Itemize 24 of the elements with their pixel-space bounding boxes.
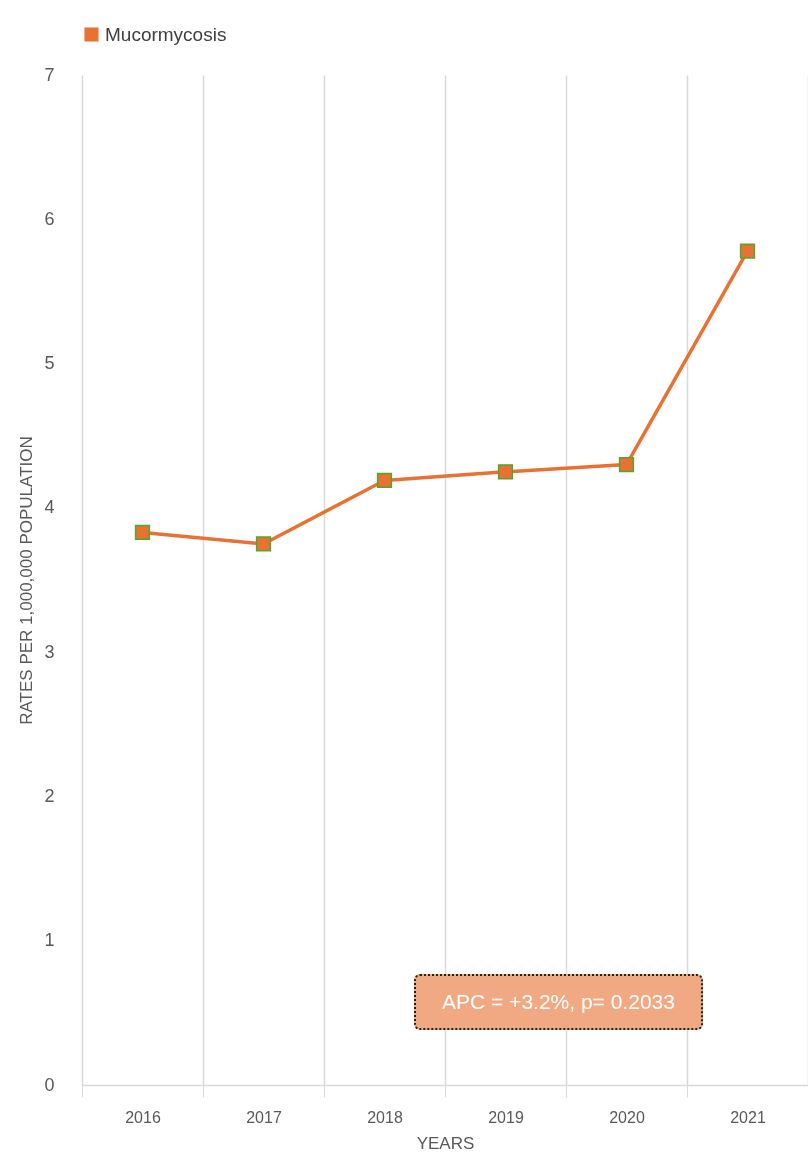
x-tick-label: 2017 — [246, 1108, 282, 1126]
x-tick-label: 2016 — [125, 1108, 161, 1126]
x-tick-label: 2019 — [488, 1108, 524, 1126]
y-tick-label: 3 — [44, 641, 55, 662]
note-box: APC = +3.2%, p= 0.2033 — [414, 974, 703, 1030]
y-tick-label: 1 — [44, 930, 55, 951]
point — [376, 472, 393, 489]
legend-label: Mucormycosis — [105, 23, 227, 45]
y-tick-label: 5 — [44, 353, 55, 374]
point — [134, 524, 151, 541]
y-tick-label: 4 — [44, 497, 55, 518]
point — [497, 464, 514, 480]
y-axis-title: RATES PER 1,000,000 POPULATION — [17, 436, 37, 725]
x-tick-label: 2021 — [730, 1108, 766, 1126]
x-tick-label: 2018 — [367, 1108, 403, 1126]
y-tick-label: 6 — [44, 208, 55, 229]
point — [618, 456, 635, 473]
point — [255, 536, 272, 552]
x-axis-title: YEARS — [416, 1133, 475, 1153]
y-tick-label: 0 — [44, 1074, 55, 1095]
y-tick-label: 2 — [44, 785, 55, 806]
y-tick-label: 7 — [44, 64, 55, 85]
x-tick-label: 2020 — [609, 1108, 645, 1126]
point — [739, 243, 756, 259]
